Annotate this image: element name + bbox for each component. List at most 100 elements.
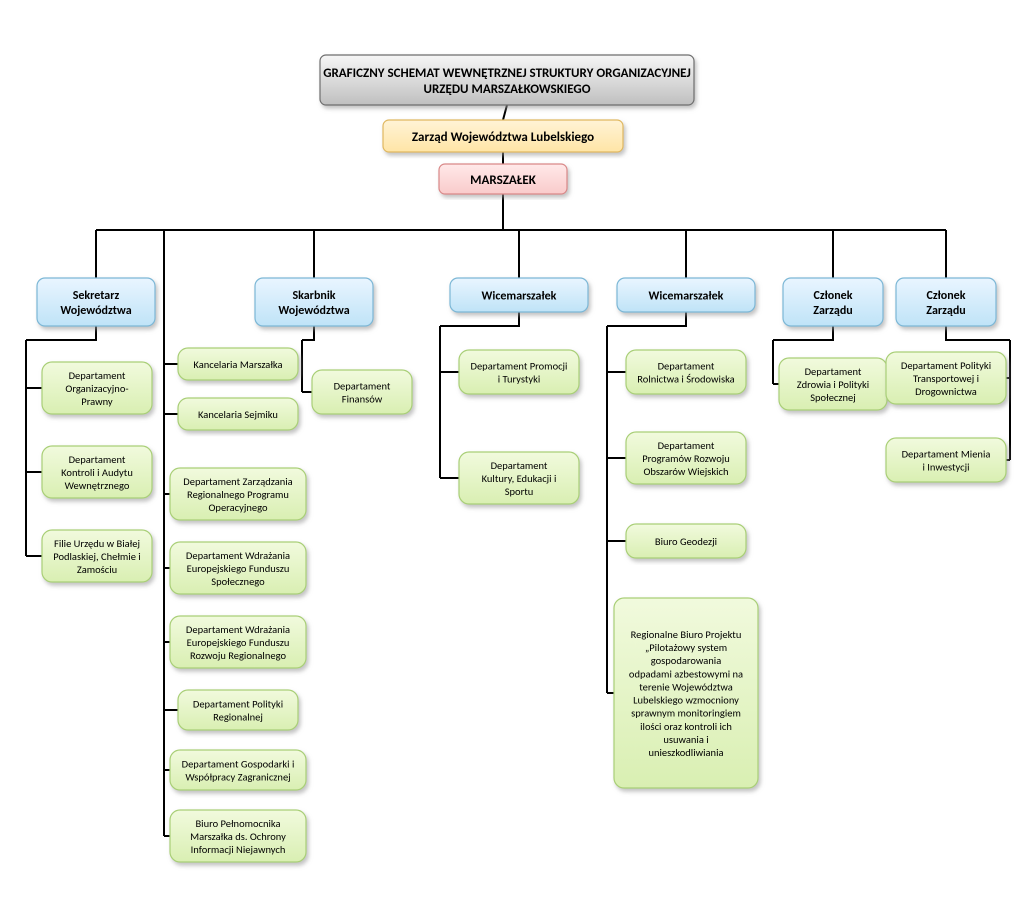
node-b2-line1: Województwa bbox=[278, 304, 349, 318]
node-c6b-line0: Departament Mienia bbox=[902, 447, 991, 460]
node-c4b-line1: Programów Rozwoju bbox=[642, 452, 730, 465]
node-c4c: Biuro Geodezji bbox=[626, 524, 746, 558]
node-b6: CzłonekZarządu bbox=[896, 278, 996, 326]
node-mL7: Departament Gospodarki iWspółpracy Zagra… bbox=[170, 750, 306, 790]
node-c4d: Regionalne Biuro Projektu„Pilotażowy sys… bbox=[614, 598, 758, 788]
node-c5a-line1: Zdrowia i Polityki bbox=[797, 378, 869, 391]
node-mL6-line1: Regionalnej bbox=[213, 711, 263, 724]
node-c4a-line1: Rolnictwa i Środowiska bbox=[637, 373, 734, 386]
node-c2a-line1: Finansów bbox=[342, 393, 383, 406]
node-c4d-line1: „Pilotażowy system bbox=[645, 641, 727, 654]
node-b5-line0: Członek bbox=[814, 289, 853, 303]
node-c4d-line6: sprawnym monitoringiem bbox=[631, 707, 741, 720]
node-c1b: DepartamentKontroli i AudytuWewnętrznego bbox=[42, 446, 152, 498]
node-c1b-line2: Wewnętrznego bbox=[65, 479, 130, 492]
node-c3a-line1: i Turystyki bbox=[498, 373, 541, 386]
node-mL3-line0: Departament Zarządzania bbox=[183, 475, 292, 488]
node-mL3: Departament ZarządzaniaRegionalnego Prog… bbox=[170, 468, 306, 520]
node-mL8-line1: Marszałka ds. Ochrony bbox=[190, 830, 286, 843]
node-c3a-line0: Departament Promocji bbox=[471, 359, 568, 372]
node-mL8-line2: Informacji Niejawnych bbox=[191, 843, 286, 856]
node-mL1-line0: Kancelaria Marszałka bbox=[193, 358, 282, 371]
node-c1a: DepartamentOrganizacyjno-Prawny bbox=[42, 362, 152, 414]
node-c5a-line2: Społecznej bbox=[810, 391, 856, 404]
node-c2a: DepartamentFinansów bbox=[312, 370, 412, 414]
node-c4c-line0: Biuro Geodezji bbox=[655, 535, 717, 548]
node-c1a-line0: Departament bbox=[69, 369, 126, 382]
node-mL6-line0: Departament Polityki bbox=[193, 697, 283, 710]
node-c4b-line2: Obszarów Wiejskich bbox=[643, 465, 728, 478]
node-mL2: Kancelaria Sejmiku bbox=[178, 398, 298, 430]
node-b6-line1: Zarządu bbox=[926, 304, 965, 318]
node-c3a: Departament Promocjii Turystyki bbox=[459, 350, 579, 394]
node-mL8: Biuro PełnomocnikaMarszałka ds. OchronyI… bbox=[170, 810, 306, 862]
node-c5a: DepartamentZdrowia i PolitykiSpołecznej bbox=[779, 358, 887, 410]
node-c6a-line0: Departament Polityki bbox=[901, 359, 991, 372]
node-b3-line0: Wicemarszałek bbox=[482, 290, 557, 304]
node-c1c: Filie Urzędu w BiałejPodlaskiej, Chełmie… bbox=[42, 530, 152, 582]
node-mL4-line2: Społecznego bbox=[211, 575, 265, 588]
node-c4d-line8: usuwania i bbox=[663, 733, 708, 746]
node-b3: Wicemarszałek bbox=[450, 278, 588, 312]
node-zarzad-line0: Zarząd Województwa Lubelskiego bbox=[412, 130, 594, 145]
node-c4a-line0: Departament bbox=[658, 359, 715, 372]
node-c6a-line2: Drogownictwa bbox=[915, 385, 977, 398]
node-c3b-line0: Departament bbox=[491, 459, 548, 472]
node-b2-line0: Skarbnik bbox=[292, 289, 335, 303]
node-c4b-line0: Departament bbox=[658, 439, 715, 452]
node-c3b: DepartamentKultury, Edukacji iSportu bbox=[459, 452, 579, 504]
node-c6a-line1: Transportowej i bbox=[913, 372, 979, 385]
node-b2: SkarbnikWojewództwa bbox=[255, 278, 373, 326]
node-title: GRAFICZNY SCHEMAT WEWNĘTRZNEJ STRUKTURY … bbox=[320, 55, 694, 105]
node-b1-line1: Województwa bbox=[60, 304, 131, 318]
node-c3b-line1: Kultury, Edukacji i bbox=[482, 472, 557, 485]
node-c1a-line2: Prawny bbox=[81, 395, 113, 408]
node-b5-line1: Zarządu bbox=[813, 304, 852, 318]
node-mL4: Departament WdrażaniaEuropejskiego Fundu… bbox=[170, 542, 306, 594]
node-c1a-line1: Organizacyjno- bbox=[65, 382, 128, 395]
node-b4-line0: Wicemarszałek bbox=[649, 290, 724, 304]
node-c4a: DepartamentRolnictwa i Środowiska bbox=[626, 350, 746, 394]
node-mL1: Kancelaria Marszałka bbox=[178, 348, 298, 380]
org-chart: GRAFICZNY SCHEMAT WEWNĘTRZNEJ STRUKTURY … bbox=[0, 0, 1024, 911]
node-mL3-line1: Regionalnego Programu bbox=[187, 488, 289, 501]
node-marsz-line0: MARSZAŁEK bbox=[470, 173, 537, 188]
node-c4d-line5: Lubelskiego wzmocniony bbox=[633, 694, 739, 707]
node-mL5-line2: Rozwoju Regionalnego bbox=[190, 649, 286, 662]
node-c5a-line0: Departament bbox=[805, 365, 862, 378]
node-c3b-line2: Sportu bbox=[505, 485, 534, 498]
node-c4d-line4: terenie Województwa bbox=[639, 680, 733, 693]
node-c1b-line0: Departament bbox=[69, 453, 126, 466]
node-mL7-line1: Współpracy Zagranicznej bbox=[185, 771, 290, 784]
node-c6a: Departament PolitykiTransportowej iDrogo… bbox=[886, 352, 1006, 404]
node-c1c-line2: Zamościu bbox=[77, 563, 117, 576]
node-mL5-line1: Europejskiego Funduszu bbox=[187, 636, 290, 649]
node-mL5: Departament WdrażaniaEuropejskiego Fundu… bbox=[170, 616, 306, 668]
node-b4: Wicemarszałek bbox=[617, 278, 755, 312]
node-mL6: Departament PolitykiRegionalnej bbox=[178, 690, 298, 730]
node-mL7-line0: Departament Gospodarki i bbox=[182, 757, 295, 770]
node-mL5-line0: Departament Wdrażania bbox=[186, 623, 290, 636]
node-title-line0: GRAFICZNY SCHEMAT WEWNĘTRZNEJ STRUKTURY … bbox=[323, 66, 691, 81]
node-b6-line0: Członek bbox=[927, 289, 966, 303]
node-b5: CzłonekZarządu bbox=[783, 278, 883, 326]
node-mL8-line0: Biuro Pełnomocnika bbox=[195, 817, 280, 830]
node-c6b: Departament Mieniai Inwestycji bbox=[886, 438, 1006, 482]
node-mL4-line1: Europejskiego Funduszu bbox=[187, 562, 290, 575]
node-zarzad: Zarząd Województwa Lubelskiego bbox=[383, 120, 623, 152]
node-c1c-line0: Filie Urzędu w Białej bbox=[54, 537, 140, 550]
node-c6b-line1: i Inwestycji bbox=[923, 461, 970, 474]
node-marsz: MARSZAŁEK bbox=[439, 164, 567, 194]
node-b1: SekretarzWojewództwa bbox=[37, 278, 155, 326]
node-c2a-line0: Departament bbox=[334, 379, 391, 392]
node-c4b: DepartamentProgramów RozwojuObszarów Wie… bbox=[626, 432, 746, 484]
node-c1c-line1: Podlaskiej, Chełmie i bbox=[53, 550, 140, 563]
node-mL2-line0: Kancelaria Sejmiku bbox=[198, 408, 278, 421]
node-c4d-line2: gospodarowania bbox=[651, 654, 721, 667]
node-c1b-line1: Kontroli i Audytu bbox=[61, 466, 133, 479]
node-b1-line0: Sekretarz bbox=[73, 289, 120, 303]
node-mL4-line0: Departament Wdrażania bbox=[186, 549, 290, 562]
node-c4d-line7: ilości oraz kontroli ich bbox=[640, 720, 732, 733]
node-c4d-line3: odpadami azbestowymi na bbox=[629, 667, 743, 680]
node-mL3-line2: Operacyjnego bbox=[208, 501, 267, 514]
